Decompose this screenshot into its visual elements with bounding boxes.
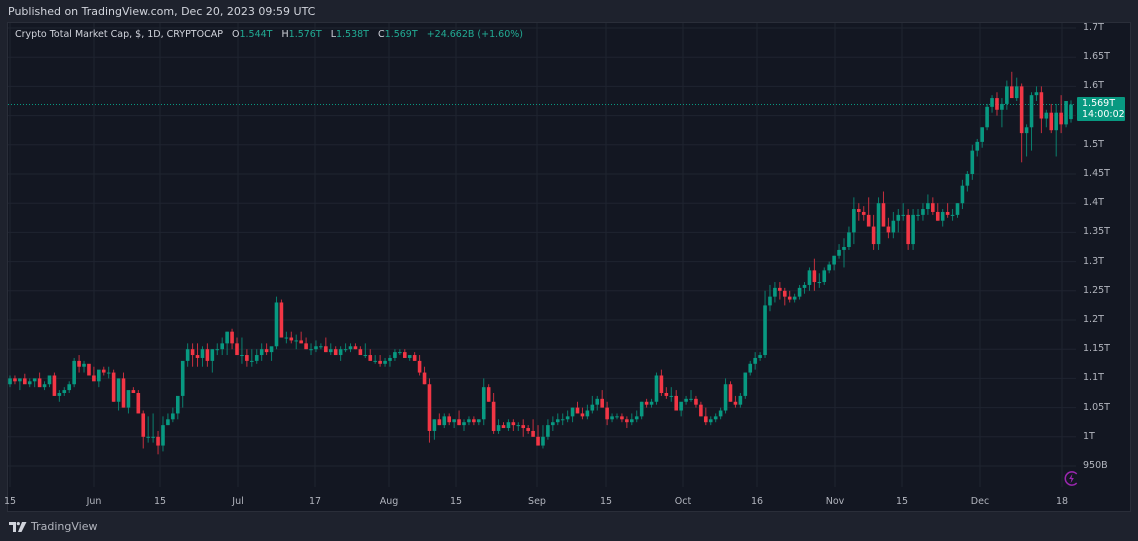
lightning-bolt-icon[interactable] (1063, 470, 1080, 487)
time-axis-label: Jun (86, 496, 102, 507)
open-value: 1.544T (239, 29, 273, 40)
last-price: 1.569T (1082, 98, 1115, 109)
close-label: C (378, 29, 385, 40)
tradingview-branding[interactable]: TradingView (9, 520, 97, 533)
close-value: 1.569T (384, 29, 418, 40)
price-axis-label: 1.1T (1083, 372, 1104, 384)
time-axis-label: 15 (599, 496, 613, 507)
price-axis-label: 1.45T (1083, 168, 1110, 179)
price-axis-label: 1.65T (1083, 51, 1110, 63)
change-value: +24.662B (+1.60%) (426, 29, 523, 40)
time-axis-label: Jul (232, 496, 244, 507)
time-axis-label: 17 (308, 496, 322, 507)
bar-countdown: 14:00:02 (1082, 109, 1125, 120)
high-value: 1.576T (288, 29, 322, 40)
price-axis-label: 1.5T (1083, 138, 1104, 150)
symbol-title[interactable]: Crypto Total Market Cap, $, 1D, CRYPTOCA… (15, 29, 223, 40)
time-axis-label: 15 (449, 496, 463, 507)
time-axis-label: Oct (674, 496, 692, 507)
open-label: O (231, 29, 240, 40)
price-axis-label: 1T (1083, 430, 1095, 442)
price-axis-label: 1.2T (1083, 314, 1104, 325)
time-axis-label: Sep (528, 496, 546, 507)
high-label: H (281, 29, 289, 40)
time-axis-label: 15 (153, 496, 167, 507)
price-axis-label: 1.25T (1083, 284, 1110, 296)
low-label: L (330, 29, 336, 40)
price-axis-label: 1.3T (1083, 255, 1104, 267)
brand-name: TradingView (31, 520, 98, 533)
low-value: 1.538T (335, 29, 369, 40)
last-price-tag: 1.569T 14:00:02 (1077, 97, 1125, 121)
time-axis-label: Aug (379, 496, 399, 507)
time-axis-label: 18 (1055, 496, 1069, 507)
price-axis-label: 1.05T (1083, 401, 1110, 413)
time-axis-label: 15 (3, 496, 17, 507)
price-axis-label: 1.35T (1083, 226, 1110, 238)
symbol-legend: Crypto Total Market Cap, $, 1D, CRYPTOCA… (15, 29, 523, 40)
published-caption: Published on TradingView.com, Dec 20, 20… (8, 5, 316, 18)
time-axis-label: Nov (825, 496, 845, 507)
time-axis-label: 16 (750, 496, 764, 507)
chart-pane[interactable] (7, 22, 1131, 512)
price-axis-label: 1.15T (1083, 343, 1110, 355)
price-axis-label: 1.7T (1083, 22, 1104, 33)
time-axis-label: 15 (895, 496, 909, 507)
price-axis-label: 1.4T (1083, 197, 1104, 209)
time-axis-label: Dec (970, 496, 990, 507)
candles (8, 71, 1073, 455)
price-axis-label: 950B (1083, 460, 1108, 471)
tradingview-logo-icon (9, 521, 27, 532)
price-axis-label: 1.6T (1083, 80, 1104, 92)
